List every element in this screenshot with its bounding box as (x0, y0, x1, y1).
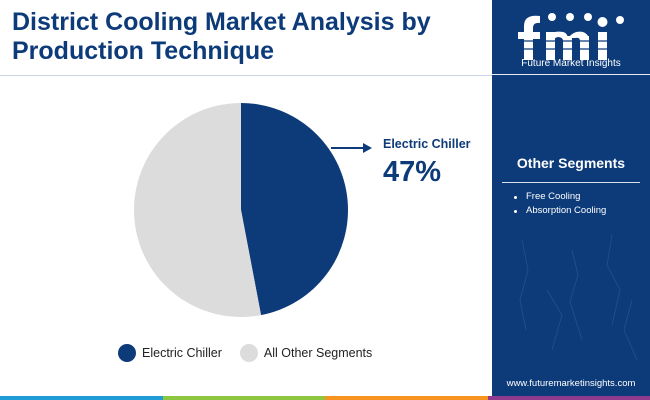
callout-arrow (331, 143, 372, 153)
callout-label: Electric Chiller (383, 137, 471, 151)
bottom-bar-segment-purple (487, 396, 650, 400)
other-segments-title: Other Segments (516, 155, 626, 171)
logo-text: Future Market Insights (521, 58, 621, 69)
legend-swatch-electric-chiller (118, 344, 136, 362)
other-segments-divider (502, 182, 640, 183)
legend-item-other-segments: All Other Segments (239, 344, 373, 362)
fmi-logo-icon (512, 13, 630, 60)
side-panel: Future Market Insights Other Segments Fr… (492, 0, 650, 396)
title-divider (0, 75, 492, 76)
pie-chart (134, 103, 372, 317)
logo-divider (492, 74, 650, 75)
other-segment-item: Free Cooling (514, 190, 606, 204)
legend-label-other-segments: All Other Segments (263, 346, 373, 360)
callout-value: 47% (383, 156, 442, 188)
other-segments-list: Free Cooling Absorption Cooling (514, 190, 606, 218)
decorative-crack-pattern (519, 234, 638, 361)
bottom-bar-segment-green (162, 396, 325, 400)
legend-swatch-other-segments (239, 344, 258, 362)
page-title: District Cooling Market Analysis by Prod… (12, 8, 431, 65)
bottom-bar-segment-blue (0, 396, 163, 400)
bottom-bar-segment-orange (325, 396, 488, 400)
other-segment-item: Absorption Cooling (514, 204, 606, 218)
pie-slice-electric-chiller (241, 103, 348, 316)
chart-legend: Electric Chiller All Other Segments (118, 344, 390, 362)
legend-item-electric-chiller: Electric Chiller (118, 344, 222, 362)
bottom-color-bar (0, 396, 650, 400)
website-url: www.futuremarketinsights.com (506, 378, 636, 389)
legend-label-electric-chiller: Electric Chiller (142, 346, 222, 360)
pie-slice-all-other-segments (134, 103, 262, 317)
